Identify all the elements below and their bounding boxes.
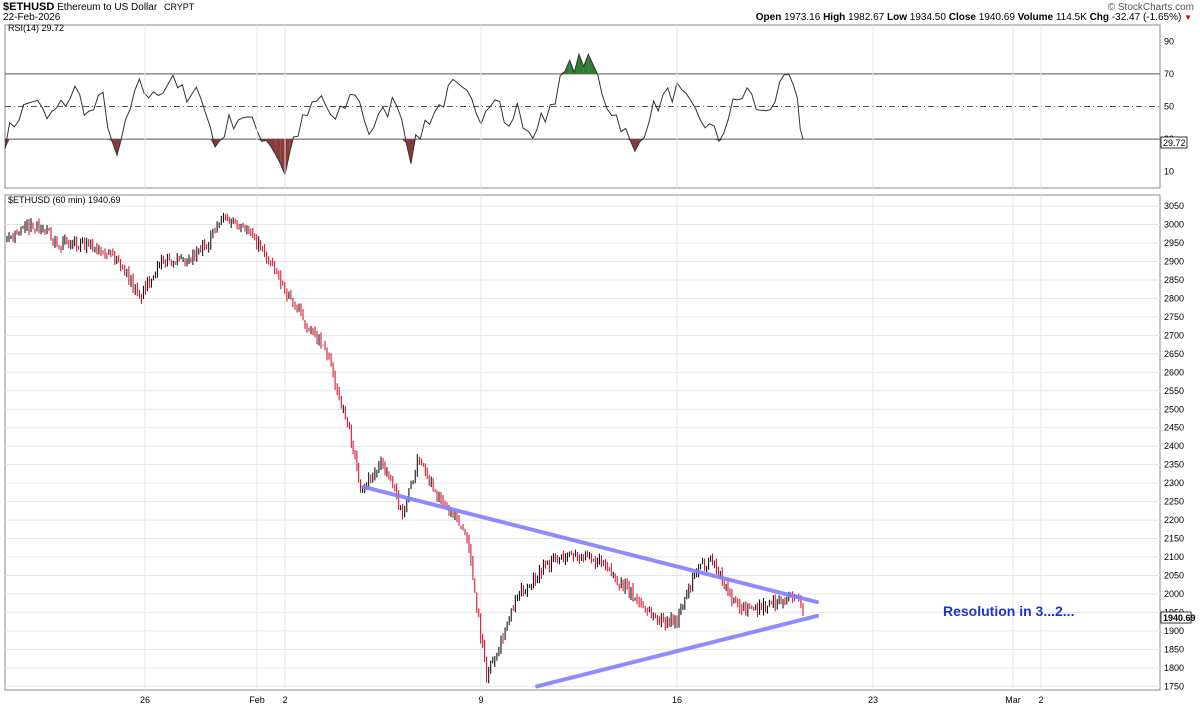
price-tick-label: 2700 — [1164, 330, 1184, 340]
price-tick-label: 2800 — [1164, 293, 1184, 303]
rsi-overbought-fill — [583, 54, 589, 74]
price-tick-label: 1850 — [1164, 644, 1184, 654]
symbol-name: Ethereum to US Dollar — [57, 2, 158, 13]
resolution-annotation: Resolution in 3...2... — [943, 603, 1074, 619]
price-tick-label: 2900 — [1164, 256, 1184, 266]
price-tick-label: 2350 — [1164, 460, 1184, 470]
rsi-oversold-fill — [285, 139, 290, 175]
rsi-overbought-fill — [588, 54, 593, 74]
price-tick-label: 1800 — [1164, 663, 1184, 673]
rsi-oversold-fill — [401, 139, 407, 144]
symbol: $ETHUSD — [3, 1, 55, 13]
rsi-oversold-fill — [714, 139, 719, 142]
rsi-last-value-box: 29.72 — [1160, 136, 1188, 149]
change-value: -32.47 (-1.65%) — [1111, 12, 1182, 23]
x-axis-ticks: 26 Feb 2 9 16 23 Mar 2 — [140, 695, 1044, 705]
rsi-line — [4, 52, 804, 177]
triangle-trendlines[interactable] — [361, 484, 819, 689]
rsi-grid — [5, 73, 1160, 140]
rsi-tick-label: 90 — [1164, 36, 1174, 46]
low-value: 1934.50 — [909, 12, 946, 23]
open-value: 1973.16 — [784, 12, 821, 23]
price-tick-label: 2750 — [1164, 312, 1184, 322]
x-grid — [144, 25, 1042, 690]
upper-trendline — [361, 484, 819, 605]
price-tick-label: 2600 — [1164, 367, 1184, 377]
price-bars-up — [6, 212, 798, 684]
price-panel-label: $ETHUSD (60 min) 1940.69 — [8, 195, 121, 205]
price-tick-label: 3050 — [1164, 201, 1184, 211]
price-tick-label: 2100 — [1164, 552, 1184, 562]
down-arrow-icon: ▼ — [1184, 13, 1192, 22]
price-tick-label: 2200 — [1164, 515, 1184, 525]
chart-header: $ETHUSD Ethereum to US Dollar CRYPT — [3, 1, 194, 13]
x-tick-label: Mar — [1005, 695, 1021, 705]
rsi-oversold-fill — [639, 139, 645, 142]
price-tick-label: 2250 — [1164, 497, 1184, 507]
rsi-tick-label: 10 — [1164, 167, 1174, 177]
brand-logo[interactable]: © StockCharts.com — [1107, 2, 1194, 13]
price-last-value: 1940.69 — [1163, 613, 1196, 623]
x-tick-label: 23 — [868, 695, 878, 705]
price-tick-label: 2850 — [1164, 275, 1184, 285]
x-tick-label: 26 — [140, 695, 150, 705]
rsi-oversold-fill — [275, 139, 281, 164]
rsi-oversold-fill — [271, 139, 276, 155]
ohlc-readout: Open 1973.16 High 1982.67 Low 1934.50 Cl… — [755, 12, 1192, 23]
x-tick-label: 9 — [478, 695, 483, 705]
price-tick-label: 1750 — [1164, 681, 1184, 691]
chart-date: 22-Feb-2026 — [3, 12, 61, 23]
price-last-value-box: 1940.69 — [1160, 611, 1196, 624]
price-tick-label: 2150 — [1164, 534, 1184, 544]
rsi-ticks: 1030507090 — [1164, 36, 1174, 176]
x-tick-label: Feb — [249, 695, 265, 705]
price-panel-frame — [4, 194, 1161, 691]
x-tick-label: 16 — [672, 695, 682, 705]
x-tick-label: 2 — [1038, 695, 1043, 705]
price-tick-label: 2500 — [1164, 404, 1184, 414]
symbol-class: CRYPT — [163, 2, 195, 12]
rsi-tick-label: 70 — [1164, 69, 1174, 79]
price-tick-label: 2550 — [1164, 386, 1184, 396]
rsi-oversold-fill — [625, 139, 631, 141]
rsi-last-value: 29.72 — [1163, 138, 1186, 148]
price-tick-label: 2950 — [1164, 238, 1184, 248]
price-tick-label: 2000 — [1164, 589, 1184, 599]
price-tick-label: 2300 — [1164, 478, 1184, 488]
price-grid — [5, 205, 1160, 687]
price-tick-label: 2450 — [1164, 423, 1184, 433]
x-tick-label: 2 — [282, 695, 287, 705]
price-tick-label: 2050 — [1164, 570, 1184, 580]
close-value: 1940.69 — [978, 12, 1015, 23]
high-value: 1982.67 — [848, 12, 885, 23]
lower-trendline — [535, 613, 819, 689]
price-tick-label: 3000 — [1164, 220, 1184, 230]
rsi-overbought-fill — [579, 54, 584, 74]
price-tick-label: 2650 — [1164, 349, 1184, 359]
volume-value: 114.5K — [1055, 12, 1087, 23]
price-tick-label: 1900 — [1164, 626, 1184, 636]
price-tick-label: 2400 — [1164, 441, 1184, 451]
rsi-tick-label: 50 — [1164, 102, 1174, 112]
rsi-label: RSI(14) 29.72 — [8, 23, 64, 33]
